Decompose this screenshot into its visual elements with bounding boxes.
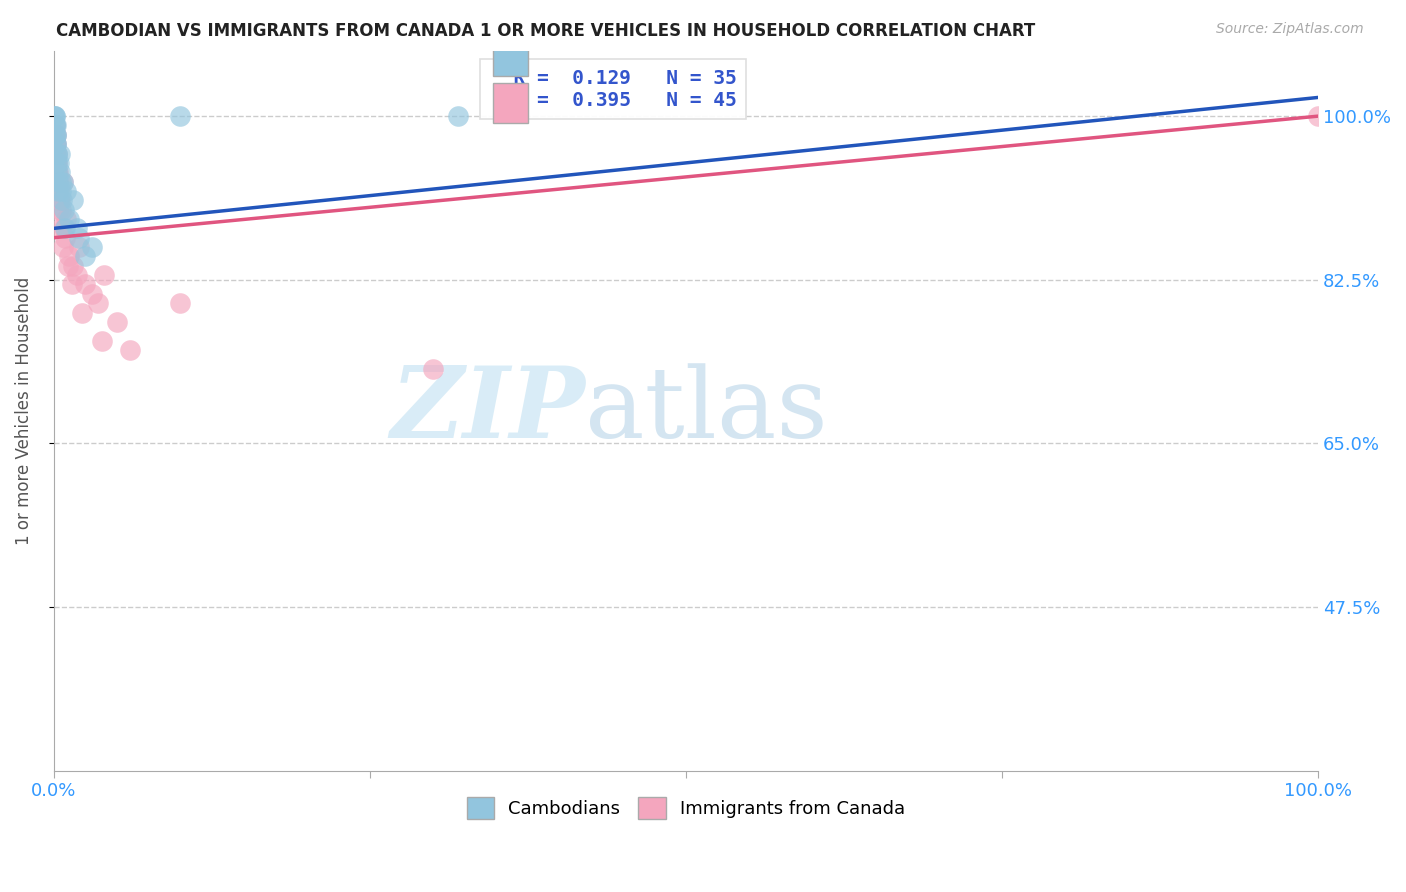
Legend: Cambodians, Immigrants from Canada: Cambodians, Immigrants from Canada xyxy=(460,790,912,827)
Point xyxy=(45,137,67,152)
Point xyxy=(55,184,77,198)
Point xyxy=(44,128,66,142)
Point xyxy=(52,202,75,217)
Point xyxy=(45,156,67,170)
Point xyxy=(45,165,67,179)
Point xyxy=(45,184,67,198)
Point xyxy=(44,109,66,123)
Point xyxy=(51,202,73,217)
Point xyxy=(447,109,470,123)
Point xyxy=(46,156,69,170)
Point xyxy=(118,343,141,357)
Point xyxy=(45,137,67,152)
Text: ZIP: ZIP xyxy=(389,362,585,459)
Point xyxy=(44,146,66,161)
Point xyxy=(62,194,84,208)
Point xyxy=(422,361,444,376)
Point xyxy=(52,175,75,189)
Point xyxy=(65,268,87,282)
Point xyxy=(87,296,110,310)
Point xyxy=(46,175,69,189)
Point xyxy=(49,221,72,235)
Y-axis label: 1 or more Vehicles in Household: 1 or more Vehicles in Household xyxy=(15,277,32,545)
Point xyxy=(169,296,191,310)
Point xyxy=(46,165,69,179)
Point xyxy=(49,194,72,208)
Point xyxy=(58,249,80,263)
Point xyxy=(45,156,67,170)
Point xyxy=(45,146,67,161)
Point xyxy=(48,156,70,170)
Point xyxy=(44,137,66,152)
Point xyxy=(45,165,67,179)
Point xyxy=(45,146,67,161)
Point xyxy=(65,221,87,235)
Point xyxy=(70,305,93,319)
Text: atlas: atlas xyxy=(585,363,828,458)
Point xyxy=(44,119,66,133)
Point xyxy=(53,230,76,244)
Text: R =  0.129   N = 35
  R =  0.395   N = 45: R = 0.129 N = 35 R = 0.395 N = 45 xyxy=(491,69,737,110)
Point xyxy=(48,194,70,208)
Point xyxy=(1308,109,1330,123)
Point xyxy=(44,119,66,133)
Point xyxy=(45,137,67,152)
Point xyxy=(56,259,79,273)
Point xyxy=(60,277,83,292)
Point xyxy=(75,277,97,292)
FancyBboxPatch shape xyxy=(492,37,527,76)
Point xyxy=(44,137,66,152)
Point xyxy=(46,184,69,198)
Point xyxy=(46,146,69,161)
Point xyxy=(46,165,69,179)
Point xyxy=(52,240,75,254)
Point xyxy=(53,221,76,235)
Point xyxy=(46,156,69,170)
Text: CAMBODIAN VS IMMIGRANTS FROM CANADA 1 OR MORE VEHICLES IN HOUSEHOLD CORRELATION : CAMBODIAN VS IMMIGRANTS FROM CANADA 1 OR… xyxy=(56,22,1035,40)
Point xyxy=(49,146,72,161)
Text: Source: ZipAtlas.com: Source: ZipAtlas.com xyxy=(1216,22,1364,37)
Point xyxy=(44,119,66,133)
Point xyxy=(46,175,69,189)
Point xyxy=(48,184,70,198)
Point xyxy=(105,315,128,329)
Point xyxy=(169,109,191,123)
Point xyxy=(80,286,103,301)
Point xyxy=(58,212,80,227)
Point xyxy=(51,184,73,198)
Point xyxy=(48,165,70,179)
Point xyxy=(44,128,66,142)
Point xyxy=(90,334,112,348)
Point xyxy=(44,109,66,123)
Point xyxy=(44,146,66,161)
Point xyxy=(46,202,69,217)
Point xyxy=(62,259,84,273)
Point xyxy=(67,240,90,254)
Point xyxy=(52,175,75,189)
Point xyxy=(45,128,67,142)
Point xyxy=(55,212,77,227)
Point xyxy=(45,128,67,142)
FancyBboxPatch shape xyxy=(492,83,527,123)
Point xyxy=(52,221,75,235)
Point xyxy=(51,194,73,208)
Point xyxy=(45,119,67,133)
Point xyxy=(44,109,66,123)
Point xyxy=(80,240,103,254)
Point xyxy=(75,249,97,263)
Point xyxy=(93,268,115,282)
Point xyxy=(45,128,67,142)
Point xyxy=(67,230,90,244)
Point xyxy=(49,175,72,189)
